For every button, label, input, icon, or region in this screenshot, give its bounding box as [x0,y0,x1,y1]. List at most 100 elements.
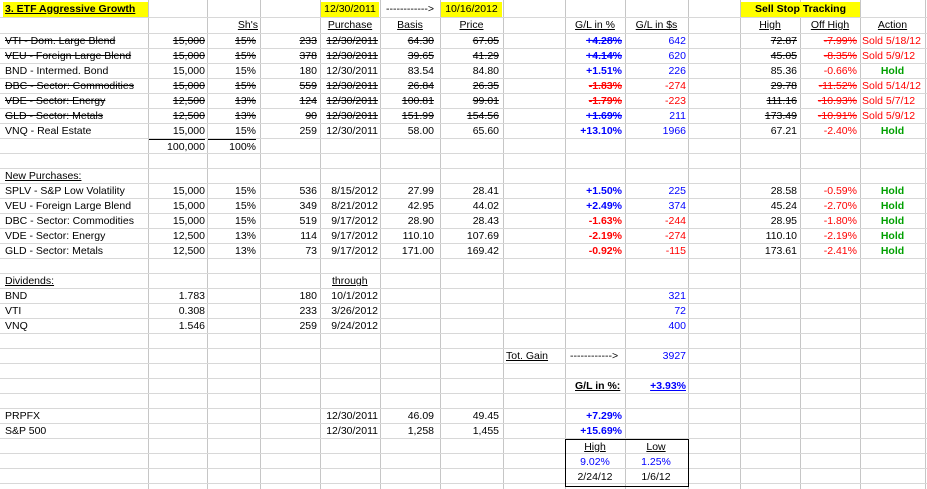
purchase-basis: 42.95 [407,200,434,212]
purchase-price: 28.43 [472,215,499,227]
benchmark-name: S&P 500 [5,425,47,437]
holding-purchase: 12/30/2011 [326,110,378,122]
purchase-gl-dollars: -244 [664,215,686,227]
purchase-basis: 171.00 [401,245,434,257]
holding-name: VEU - Foreign Large Blend [5,50,132,62]
holding-amount: 12,500 [172,110,205,122]
header-purchase: Purchase [327,19,373,31]
date-start: 12/30/2011 [321,2,379,17]
purchase-gl-dollars: 374 [668,200,686,212]
holding-gl-pct: +4.14% [586,50,622,62]
dividend-through: 9/24/2012 [331,320,378,332]
purchase-high: 110.10 [765,230,797,242]
purchase-gl-pct: -2.19% [588,230,622,242]
benchmark-purchase: 12/30/2011 [326,410,378,422]
holding-gl-pct: +1.51% [586,65,622,77]
purchase-date: 9/17/2012 [331,215,378,227]
holding-gl-dollars: 620 [668,50,686,62]
holding-gl-pct: +1.69% [586,110,622,122]
holding-pct: 13% [234,110,256,122]
holding-basis: 64.30 [407,35,434,47]
holding-price: 67.05 [472,35,499,47]
holding-purchase: 12/30/2011 [326,50,378,62]
holding-high: 45.05 [770,50,797,62]
purchase-high: 45.24 [770,200,797,212]
through-label: through [332,275,368,287]
date-end: 10/16/2012 [441,2,502,17]
purchase-high: 173.61 [764,245,797,257]
purchase-name: VEU - Foreign Large Blend [5,200,132,212]
holding-shares: 559 [299,80,317,92]
new-purchases-label: New Purchases: [5,170,82,182]
purchase-off-high: -2.19% [823,230,857,242]
holding-pct: 15% [234,65,256,77]
purchase-gl-pct: +2.49% [586,200,622,212]
purchase-basis: 110.10 [402,230,434,242]
dividend-shares: 259 [299,320,317,332]
holding-high: 85.36 [770,65,797,77]
purchase-amount: 12,500 [172,245,205,257]
purchase-date: 9/17/2012 [331,230,378,242]
holding-high: 111.16 [766,95,797,107]
sell-stop-title: Sell Stop Tracking [741,2,860,17]
header-action: Action [877,19,908,31]
purchase-pct: 15% [234,185,256,197]
dividends-label: Dividends: [5,275,55,287]
purchase-shares: 536 [299,185,317,197]
header-off-high: Off High [810,19,850,31]
benchmark-purchase: 12/30/2011 [326,425,378,437]
holding-off-high: -2.40% [823,125,857,137]
purchase-date: 9/17/2012 [331,245,378,257]
holding-off-high: -7.99% [823,35,857,47]
purchase-gl-pct: -0.92% [588,245,622,257]
holding-shares: 259 [299,125,317,137]
gl-total-label: G/L in %: [575,380,621,392]
purchase-pct: 13% [234,245,256,257]
dividend-name: VNQ [5,320,28,332]
holding-basis: 100.81 [401,95,434,107]
total-pct: 100% [208,139,256,155]
holding-name: GLD - Sector: Metals [5,110,104,122]
holding-price: 154.56 [466,110,499,122]
purchase-name: GLD - Sector: Metals [5,245,104,257]
purchase-price: 44.02 [472,200,499,212]
holding-purchase: 12/30/2011 [326,95,378,107]
holding-pct: 15% [234,80,256,92]
header-shares: Sh's [237,19,258,31]
purchase-gl-pct: -1.63% [588,215,622,227]
holding-basis: 58.00 [407,125,434,137]
purchase-price: 107.69 [466,230,499,242]
holding-price: 41.29 [472,50,499,62]
purchase-high: 28.95 [770,215,797,227]
holding-basis: 26.84 [407,80,434,92]
holding-shares: 233 [299,35,317,47]
benchmark-price: 1,455 [472,425,499,437]
holding-gl-dollars: 1966 [662,125,686,137]
header-gl-dollars: G/L in $s [635,19,678,31]
holding-gl-pct: +4.28% [586,35,622,47]
holding-off-high: -10.91% [817,110,857,122]
purchase-gl-dollars: -115 [665,245,686,257]
dividend-through: 10/1/2012 [331,290,378,302]
holding-shares: 180 [299,65,317,77]
holding-action: Sold 5/9/12 [862,50,916,62]
holding-price: 99.01 [472,95,499,107]
purchase-action: Hold [880,245,905,257]
holding-off-high: -10.93% [817,95,857,107]
holding-action: Sold 5/14/12 [862,80,921,92]
purchase-gl-dollars: 225 [668,185,686,197]
holding-high: 67.21 [770,125,797,137]
purchase-shares: 519 [299,215,317,227]
purchase-basis: 27.99 [407,185,434,197]
holding-pct: 13% [234,95,256,107]
holding-amount: 15,000 [172,125,205,137]
tot-gain-arrow: ------------> [570,350,619,362]
dividend-amount: 1.546 [178,320,205,332]
holding-action: Hold [880,65,905,77]
dividend-shares: 180 [299,290,317,302]
purchase-action: Hold [880,200,905,212]
holding-high: 29.78 [770,80,797,92]
benchmark-basis: 1,258 [407,425,434,437]
benchmark-basis: 46.09 [407,410,434,422]
dividend-name: BND [5,290,28,302]
